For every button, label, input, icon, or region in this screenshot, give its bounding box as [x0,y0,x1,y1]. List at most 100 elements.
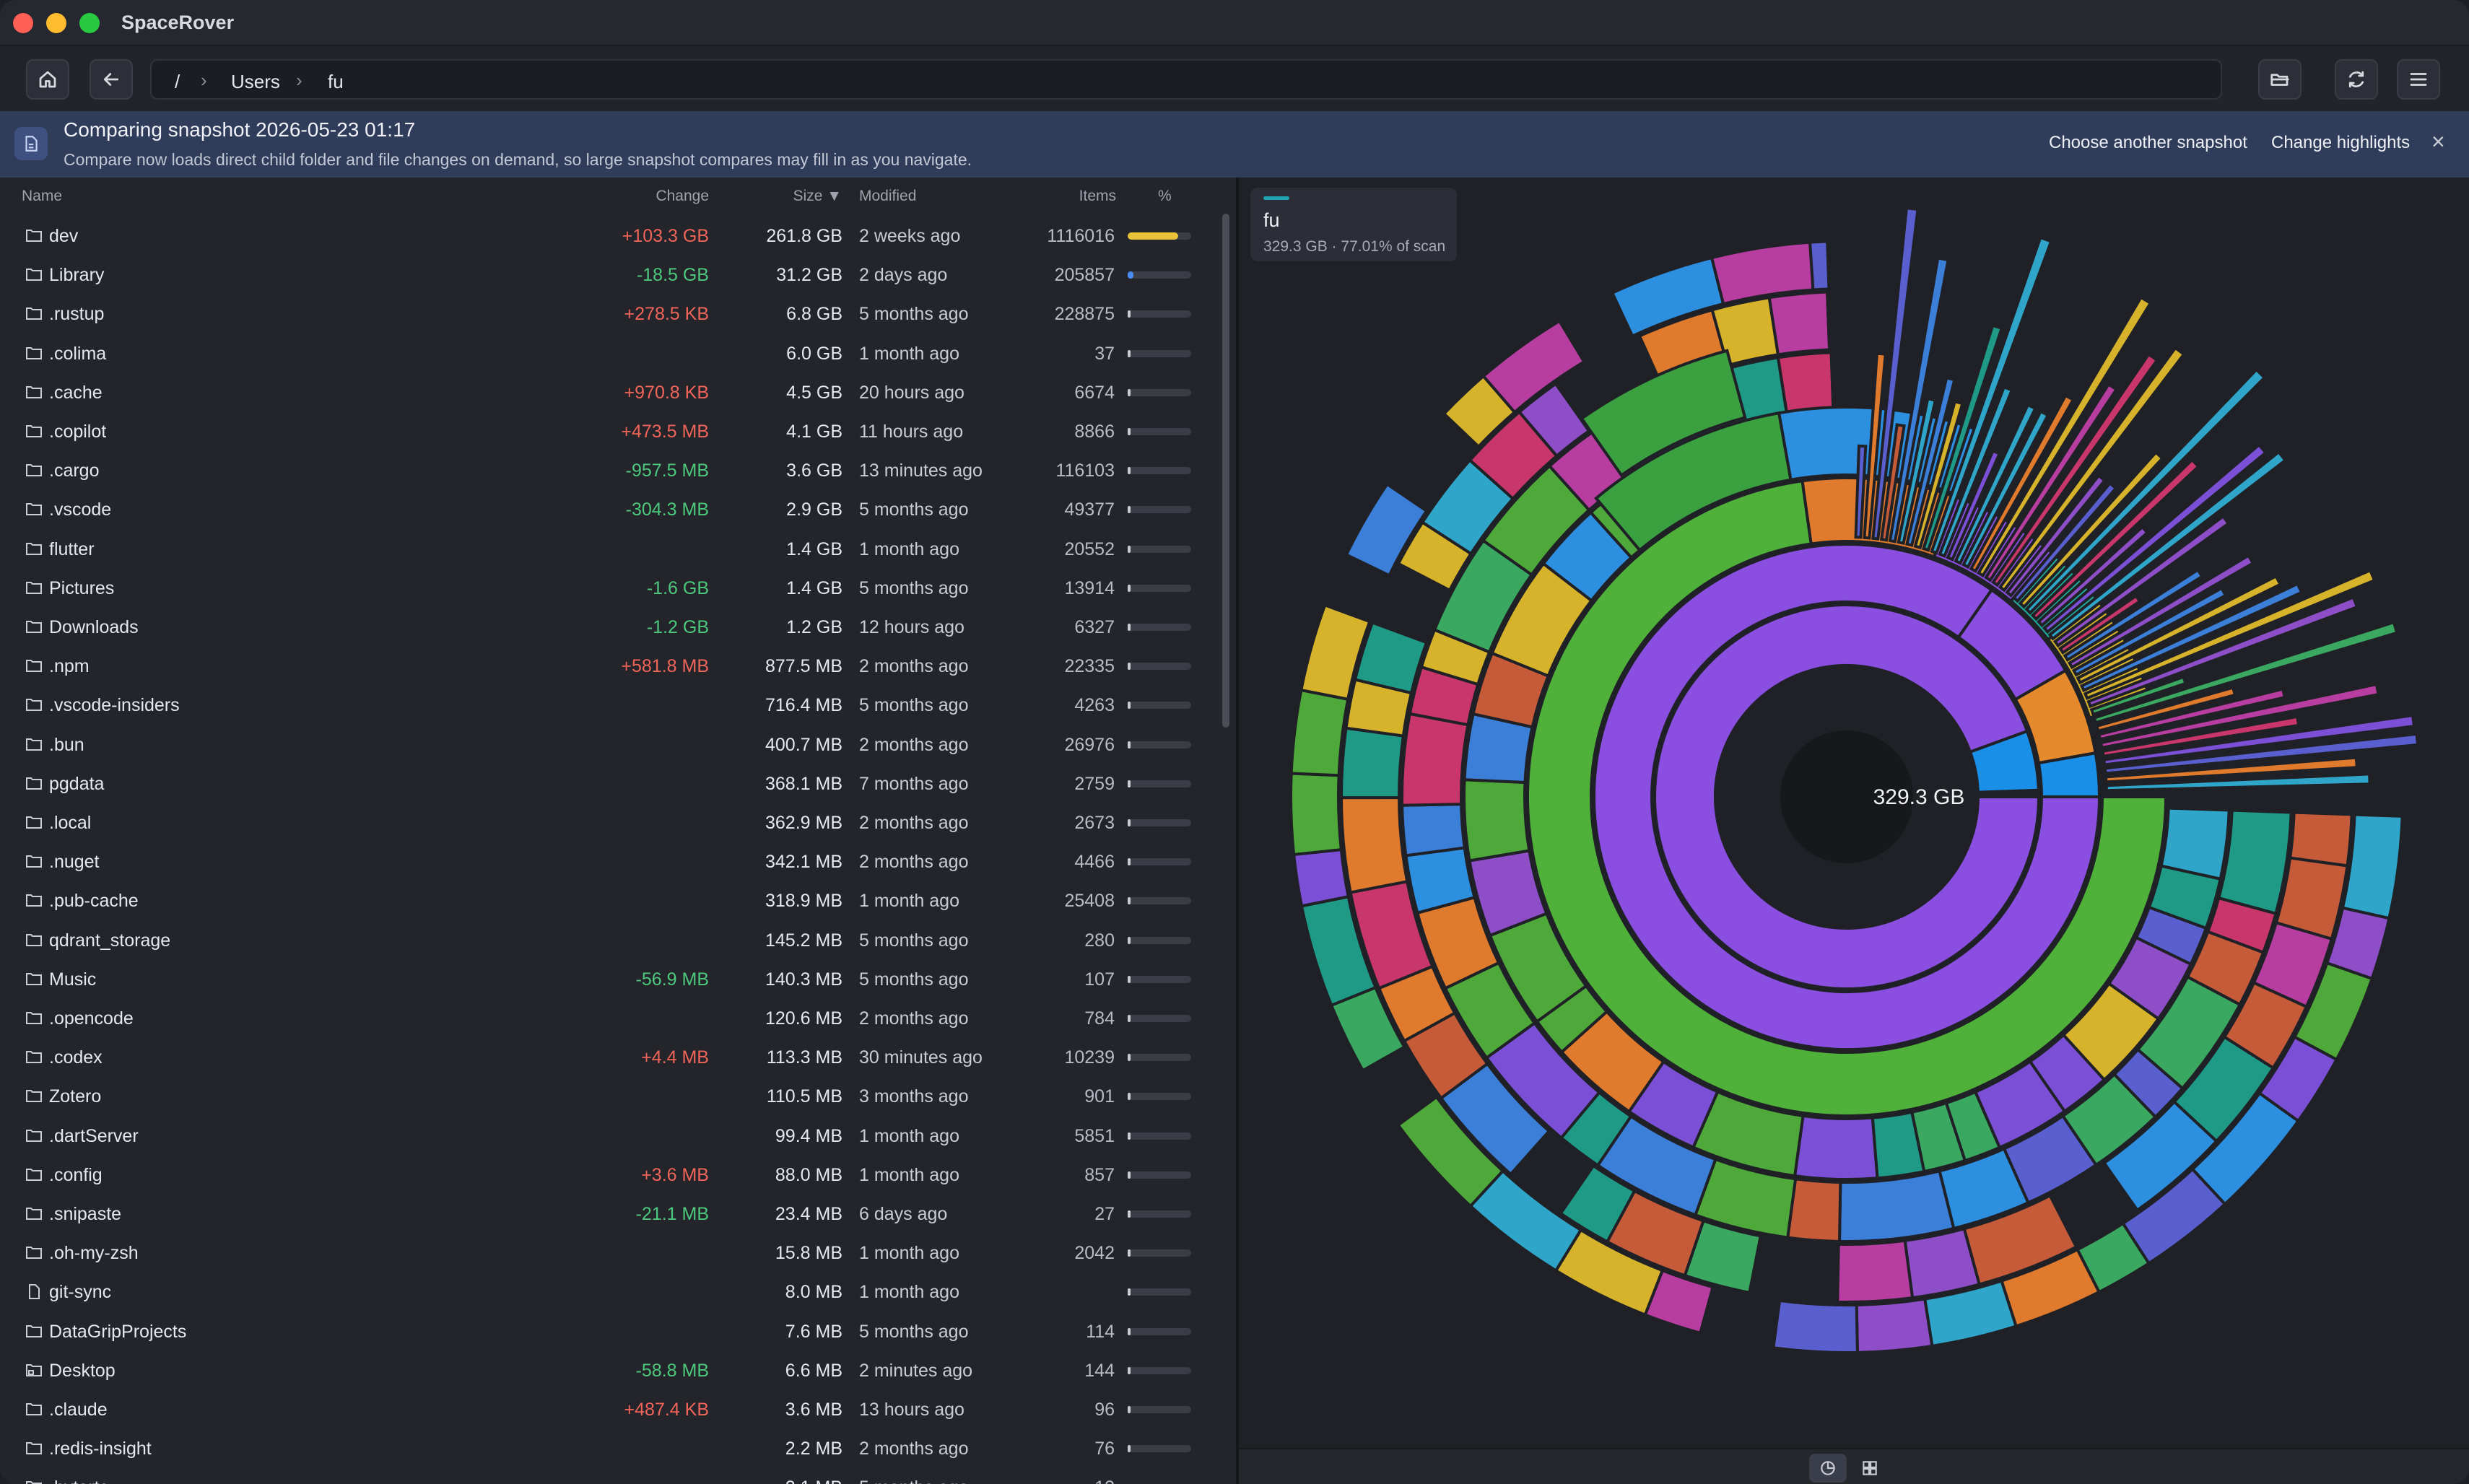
sunburst-spike[interactable] [2018,450,2165,609]
sunburst-spike[interactable] [2089,675,2188,717]
table-row[interactable]: .dartServer 99.4 MB 1 month ago 5851 [0,1117,1220,1156]
table-row[interactable]: .config +3.6 MB 88.0 MB 1 month ago 857 [0,1156,1220,1195]
sunburst-segment[interactable] [1793,1114,1879,1181]
sunburst-segment[interactable] [1825,290,1833,352]
sunburst-spike[interactable] [2103,732,2420,775]
sunburst-spike[interactable] [1998,346,2186,593]
table-row[interactable]: .nuget 342.1 MB 2 months ago 4466 [0,842,1220,881]
table-row[interactable]: .rustup +278.5 KB 6.8 GB 5 months ago 228875 [0,294,1220,333]
sunburst-segment[interactable] [1292,847,1351,908]
sunburst-spike[interactable] [2101,715,2301,758]
sunburst-view-button[interactable] [1809,1454,1847,1483]
column-change[interactable]: Change [656,188,709,204]
sunburst-segment[interactable] [1855,1297,1934,1354]
table-row[interactable]: .opencode 120.6 MB 2 months ago 784 [0,999,1220,1038]
menu-button[interactable] [2397,59,2440,100]
table-row[interactable]: .vscode -304.3 MB 2.9 GB 5 months ago 49377 [0,490,1220,529]
sunburst-center[interactable] [1780,730,1913,863]
table-row[interactable]: .npm +581.8 MB 877.5 MB 2 months ago 22335 [0,647,1220,686]
sunburst-spike[interactable] [1879,423,1906,542]
sunburst-spike[interactable] [2024,367,2267,615]
sunburst-segment[interactable] [1653,603,2041,990]
sunburst-spike[interactable] [2047,450,2288,641]
treemap-view-button[interactable] [1851,1454,1889,1483]
sunburst-spike[interactable] [1930,235,2053,555]
sunburst-spike[interactable] [2102,713,2416,767]
sunburst-segment[interactable] [1903,1226,1982,1300]
table-row[interactable]: Library -18.5 GB 31.2 GB 2 days ago 205857 [0,256,1220,294]
sunburst-spike[interactable] [2071,586,2228,677]
sunburst-segment[interactable] [1289,772,1343,857]
table-row[interactable]: Zotero 110.5 MB 3 months ago 901 [0,1077,1220,1116]
table-row[interactable]: .local 362.9 MB 2 months ago 2673 [0,803,1220,842]
table-row[interactable]: Downloads -1.2 GB 1.2 GB 12 hours ago 6327 [0,608,1220,647]
sunburst-spike[interactable] [2097,687,2287,741]
sunburst-spike[interactable] [1871,206,1920,541]
minimize-window-button[interactable] [46,13,66,33]
sunburst-spike[interactable] [1969,393,2076,574]
sunburst-spike[interactable] [1954,403,2037,565]
table-row[interactable]: .copilot +473.5 MB 4.1 GB 11 hours ago 8866 [0,412,1220,451]
table-row[interactable]: .bun 400.7 MB 2 months ago 26976 [0,725,1220,764]
sunburst-spike[interactable] [2094,686,2237,733]
table-row[interactable]: .pub-cache 318.9 MB 1 month ago 25408 [0,881,1220,920]
sunburst-spike[interactable] [2011,481,2118,603]
table-row[interactable]: .claude +487.4 KB 3.6 MB 13 hours ago 96 [0,1390,1220,1429]
breadcrumb-users[interactable]: Users [231,71,280,92]
sunburst-spike[interactable] [2058,593,2142,655]
sunburst-segment[interactable] [1344,481,1429,577]
sunburst-segment[interactable] [1526,479,2168,1117]
table-row[interactable]: qdrant_storage 145.2 MB 5 months ago 280 [0,921,1220,960]
sunburst-spike[interactable] [1897,396,1938,546]
column-name[interactable]: Name [22,188,63,204]
table-row[interactable]: .cache +970.8 KB 4.5 GB 20 hours ago 6674 [0,373,1220,412]
close-banner-button[interactable]: × [2431,128,2445,154]
sunburst-segment[interactable] [1580,349,1747,478]
sunburst-segment[interactable] [1772,1298,1859,1354]
sunburst-spike[interactable] [1888,256,1950,544]
sunburst-spike[interactable] [2037,525,2150,628]
sunburst-segment[interactable] [1401,712,1470,807]
column-percent[interactable]: % [1158,188,1172,204]
sunburst-spike[interactable] [1976,295,2153,578]
table-row[interactable]: flutter 1.4 GB 1 month ago 20552 [0,530,1220,569]
sunburst-segment[interactable] [1767,290,1832,357]
sunburst-spike[interactable] [2076,574,2283,685]
sunburst-spike[interactable] [2052,514,2231,648]
sunburst-segment[interactable] [1836,1239,1915,1304]
sunburst-segment[interactable] [1299,603,1372,702]
sunburst-segment[interactable] [1559,1164,1637,1244]
refresh-button[interactable] [2335,59,2378,100]
table-row[interactable]: .colima 6.0 GB 1 month ago 37 [0,334,1220,373]
sunburst-spike[interactable] [2067,553,2255,670]
sunburst-spike[interactable] [2092,620,2399,725]
table-row[interactable]: pgdata 368.1 MB 7 months ago 2759 [0,764,1220,803]
sunburst-segment[interactable] [1463,778,1531,863]
pane-divider[interactable] [1236,178,1239,1484]
open-folder-button[interactable] [2258,59,2302,100]
sunburst-spike[interactable] [1961,409,2050,569]
back-button[interactable] [90,59,133,100]
sunburst-segment[interactable] [1353,620,1429,695]
sunburst-segment[interactable] [1593,543,2102,1051]
sunburst-spike[interactable] [1913,399,1964,550]
table-row[interactable]: .snipaste -21.1 MB 23.4 MB 6 days ago 27 [0,1195,1220,1234]
sunburst-spike[interactable] [1938,385,2014,559]
sunburst-spike[interactable] [1921,323,2004,552]
sunburst-segment[interactable] [1481,318,1587,414]
sunburst-spike[interactable] [1984,382,2119,582]
table-row[interactable]: .oh-my-zsh 15.8 MB 1 month ago 2042 [0,1234,1220,1273]
sunburst-segment[interactable] [1339,726,1406,800]
sunburst-segment[interactable] [1401,803,1466,857]
sunburst-segment[interactable] [1339,796,1409,894]
sunburst-segment[interactable] [1517,381,1591,458]
sunburst-spike[interactable] [2104,772,2372,793]
choose-snapshot-button[interactable]: Choose another snapshot [2049,133,2247,152]
sunburst-chart[interactable] [0,0,2469,1448]
column-modified[interactable]: Modified [859,188,917,204]
table-row[interactable]: dev +103.3 GB 261.8 GB 2 weeks ago 1116016 [0,217,1220,256]
breadcrumb-root[interactable]: / [175,71,180,92]
table-row[interactable]: DataGripProjects 7.6 MB 5 months ago 114 [0,1312,1220,1351]
zoom-window-button[interactable] [79,13,100,33]
table-row[interactable]: Music -56.9 MB 140.3 MB 5 months ago 107 [0,960,1220,999]
